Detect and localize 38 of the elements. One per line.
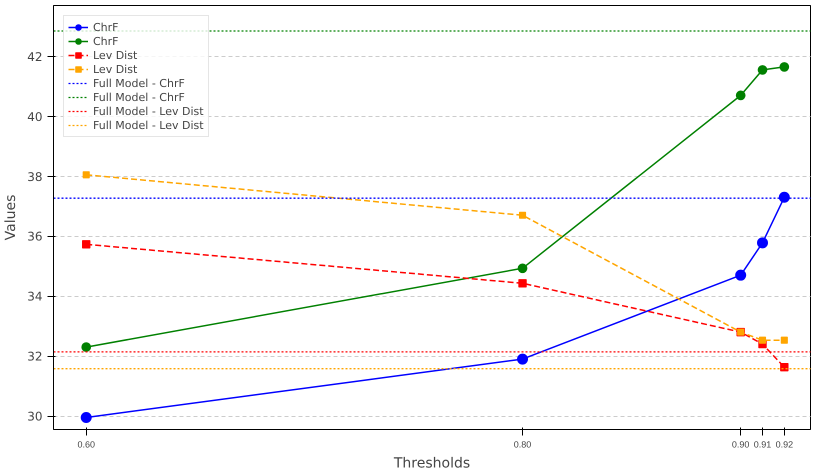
point <box>518 212 526 219</box>
legend-label: Full Model - ChrF <box>93 76 185 90</box>
legend-label: Lev Dist <box>93 48 138 62</box>
x-tick-label: 0.80 <box>514 440 532 450</box>
legend-label: Lev Dist <box>93 62 138 76</box>
point <box>80 412 92 424</box>
y-tick-label: 30 <box>27 410 43 424</box>
legend-label: Full Model - Lev Dist <box>93 104 204 118</box>
y-tick-label: 38 <box>27 170 43 184</box>
point <box>518 279 527 288</box>
x-tick-label: 0.92 <box>776 440 794 450</box>
point <box>82 171 90 178</box>
point <box>735 270 746 281</box>
point <box>736 90 746 100</box>
point <box>758 65 768 75</box>
point <box>779 62 790 72</box>
point <box>758 336 766 344</box>
y-axis-title: Values <box>3 194 20 240</box>
point <box>82 240 90 249</box>
legend-label: ChrF <box>93 20 119 34</box>
x-axis-title: Thresholds <box>392 456 470 472</box>
x-tick-label: 0.60 <box>77 440 95 450</box>
x-tick-label: 0.91 <box>754 440 772 450</box>
x-tick-label: 0.90 <box>732 440 750 450</box>
legend-label: ChrF <box>93 34 119 48</box>
y-tick-label: 42 <box>27 50 43 64</box>
y-tick-label: 32 <box>27 350 43 364</box>
point <box>778 192 790 203</box>
legend-label: Full Model - ChrF <box>93 90 185 104</box>
point <box>780 336 788 344</box>
point <box>517 354 528 365</box>
point <box>757 237 768 248</box>
y-tick-label: 40 <box>27 110 43 124</box>
y-tick-label: 34 <box>27 290 43 304</box>
y-tick-label: 36 <box>27 230 43 244</box>
point <box>518 263 528 274</box>
legend-label: Full Model - Lev Dist <box>93 118 204 132</box>
point <box>81 342 92 352</box>
